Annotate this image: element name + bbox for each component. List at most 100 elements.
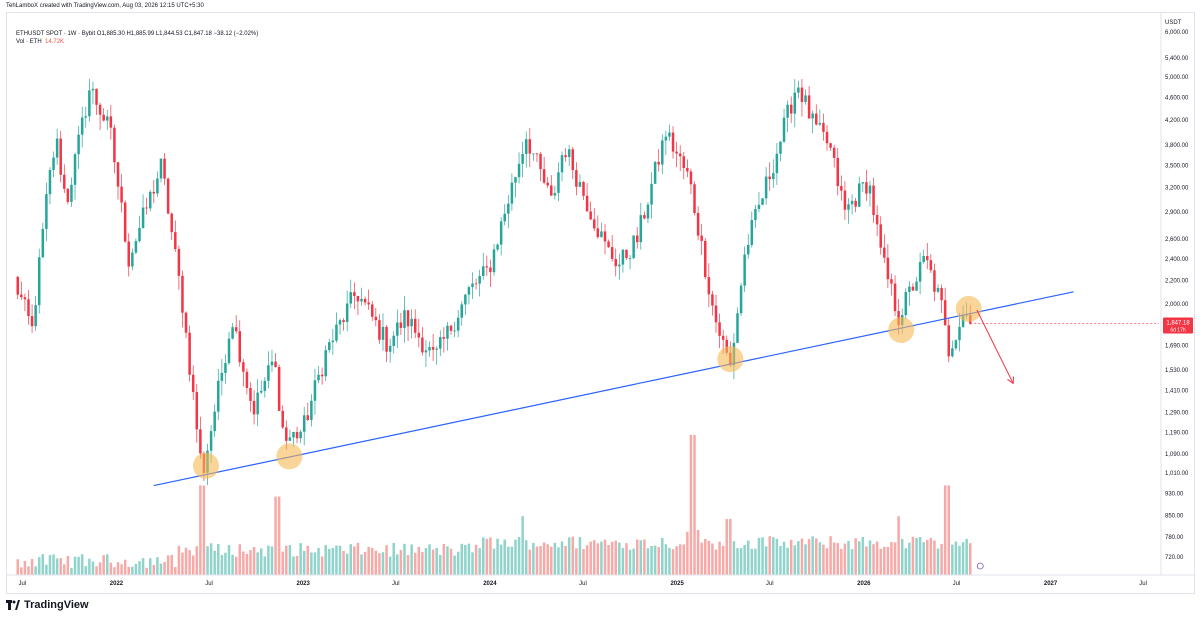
volume-bar: [678, 544, 682, 575]
volume-bar: [238, 544, 242, 575]
volume-bar: [360, 554, 363, 575]
candle: [893, 275, 897, 316]
candle: [940, 284, 943, 313]
candle: [943, 287, 947, 326]
candle: [857, 176, 861, 208]
candle: [926, 242, 929, 270]
candle: [116, 161, 120, 200]
volume-bar: [607, 544, 610, 575]
y-tick-label: 6,000.00: [1165, 30, 1189, 36]
highlight-circle[interactable]: [888, 316, 915, 343]
arrow-head: [1007, 376, 1014, 385]
candle: [886, 244, 890, 288]
volume-bar: [557, 547, 560, 575]
candle: [600, 222, 603, 238]
candle: [45, 182, 48, 242]
candle: [832, 144, 836, 168]
candle: [292, 431, 295, 447]
candle: [596, 215, 600, 239]
projection-arrow[interactable]: [976, 309, 1014, 384]
candle: [603, 223, 607, 255]
candle: [481, 252, 485, 280]
volume-bar: [750, 548, 754, 575]
candle: [63, 164, 66, 194]
volume-bar: [850, 549, 854, 575]
y-tick-label: 1,530.00: [1165, 368, 1189, 374]
support-trendline[interactable]: [153, 291, 1074, 487]
x-tick-label: Jul: [392, 581, 400, 587]
tradingview-brand: TradingView: [24, 599, 89, 611]
candle: [485, 255, 489, 276]
y-tick-label: 4,200.00: [1165, 118, 1189, 124]
candle: [310, 394, 313, 427]
candle: [109, 104, 113, 140]
candle: [625, 249, 628, 260]
volume-bar: [335, 545, 338, 575]
candle: [865, 169, 868, 201]
candle: [213, 404, 216, 437]
candle: [245, 368, 249, 395]
candle: [181, 270, 184, 328]
volume-bar: [328, 548, 331, 575]
volume-bar: [596, 543, 600, 575]
volume-bar: [288, 545, 292, 575]
candle: [52, 151, 55, 178]
volume-bar: [317, 547, 320, 575]
price-chart[interactable]: USDT 6,000.00 5,400.00 5,000.00 4,600.00 4,20…: [7, 13, 1194, 593]
volume-bar: [822, 544, 825, 575]
y-tick-label: 930.00: [1165, 491, 1184, 497]
volume-bar: [80, 554, 84, 575]
highlight-circle[interactable]: [276, 443, 303, 470]
tradingview-logo[interactable]: TradingView: [6, 598, 89, 612]
volume-bar: [886, 546, 890, 575]
candle: [875, 205, 879, 236]
volume-bar: [306, 545, 310, 575]
candle: [342, 318, 345, 331]
candle: [156, 171, 159, 197]
candle: [696, 206, 700, 241]
candle: [98, 102, 102, 130]
volume-bar: [507, 546, 510, 575]
candle: [507, 194, 510, 229]
highlight-circle[interactable]: [192, 452, 219, 479]
candle: [460, 301, 464, 326]
volume-bar: [77, 556, 80, 575]
highlight-circle[interactable]: [717, 346, 744, 373]
x-tick-label: Jul: [19, 581, 27, 587]
volume-bar: [48, 554, 52, 575]
volume-bar: [259, 548, 263, 575]
volume-bar: [782, 541, 786, 575]
volume-bar: [181, 552, 184, 575]
candle: [249, 382, 252, 412]
candle: [879, 216, 882, 255]
candle: [148, 189, 152, 212]
candle: [542, 156, 546, 185]
volume-bar: [965, 538, 968, 575]
candle: [356, 295, 360, 315]
volume-bar: [145, 567, 148, 575]
author-line: TehLamboX created with TradingView.com, …: [6, 3, 204, 9]
volume-bar: [936, 548, 940, 575]
volume-bar: [127, 566, 131, 575]
volume-bar: [625, 543, 628, 575]
candle: [904, 288, 908, 320]
candle: [958, 313, 961, 352]
candle: [478, 269, 481, 297]
volume-bar: [675, 546, 678, 575]
candle: [686, 159, 689, 178]
highlight-circle[interactable]: [955, 295, 982, 322]
candle: [650, 172, 653, 219]
volume-bar: [227, 545, 231, 575]
candle: [277, 364, 281, 411]
volume-bar: [736, 548, 739, 575]
candle: [370, 301, 374, 321]
candle: [517, 152, 521, 184]
event-marker-icon[interactable]: [976, 562, 984, 570]
candle: [868, 180, 872, 207]
candle: [929, 254, 933, 273]
volume-bar: [213, 550, 216, 575]
volume-bar: [535, 546, 539, 575]
y-tick-label: 720.00: [1165, 555, 1184, 561]
volume-bar: [220, 555, 224, 575]
volume-bar: [446, 546, 449, 575]
